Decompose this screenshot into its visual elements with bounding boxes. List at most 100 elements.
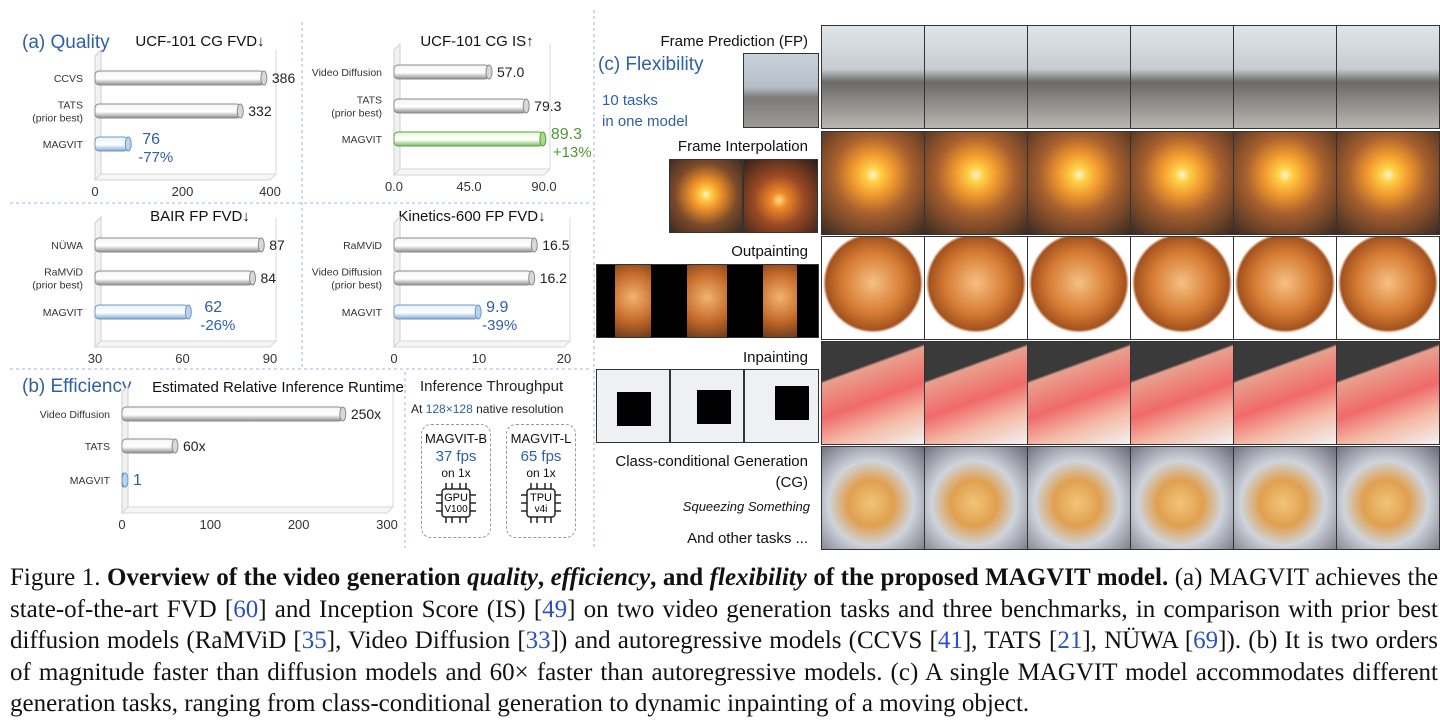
x-tick-label: 300 [376, 517, 398, 532]
generated-frame-inpaint [821, 341, 925, 445]
data-label: 386 [272, 70, 296, 86]
x-tick-label: 90.0 [531, 179, 556, 194]
flex-note: 10 tasks in one model [602, 92, 688, 130]
bar [94, 70, 265, 86]
category-label: TATS [85, 441, 110, 453]
bar [94, 270, 253, 286]
task-label-cg: Class-conditional Generation [615, 453, 808, 470]
data-label: 250x [351, 406, 381, 422]
panel-a-label: (a) Quality [22, 32, 110, 53]
bar [393, 237, 535, 253]
chart-kinetics-fvd: Kinetics-600 FP FVD↓ 0 10 20 RaMViD 16.5 Video… [312, 208, 571, 366]
bar [94, 103, 241, 119]
data-label: 84 [261, 270, 277, 286]
data-label: 79.3 [534, 98, 561, 114]
generated-frame-inpaint [1130, 341, 1234, 445]
generated-frame-interp [821, 131, 925, 235]
generated-frame-interp [1027, 131, 1131, 235]
category-label: RaMViD [343, 240, 382, 252]
task-label-fp: Frame Prediction (FP) [660, 33, 808, 50]
category-label: TATS [58, 100, 83, 112]
generated-frame-cg [821, 446, 925, 550]
bar-cap [121, 472, 129, 488]
chart-runtime: Estimated Relative Inference Runtime 0 100… [40, 379, 404, 532]
x-tick-label: 200 [172, 184, 194, 199]
chart-floor [93, 173, 278, 181]
bar-cap [522, 98, 530, 114]
svg-text:TPU: TPU [530, 492, 552, 504]
chart-floor [120, 506, 395, 514]
category-label: MAGVIT [43, 307, 84, 319]
data-label: 60x [183, 438, 206, 454]
generated-frame-fp [1027, 25, 1131, 129]
improvement-label: -77% [138, 149, 173, 166]
data-label: 1 [133, 472, 142, 489]
ref-41[interactable]: 41 [937, 627, 963, 654]
category-label: MAGVIT [43, 139, 84, 151]
x-tick-label: 100 [199, 517, 221, 532]
ref-33[interactable]: 33 [525, 627, 551, 654]
generated-frame-outpaint [1027, 236, 1131, 340]
category-label: NÜWA [51, 240, 83, 252]
ref-21[interactable]: 21 [1057, 627, 1083, 654]
category-label: MAGVIT [342, 307, 383, 319]
bar-cap [171, 438, 179, 454]
ref-49[interactable]: 49 [542, 595, 568, 623]
bar [393, 98, 527, 114]
chart-title: UCF-101 CG FVD↓ [135, 33, 264, 50]
bar [121, 406, 344, 422]
bar [393, 131, 544, 147]
bar-cap [539, 131, 547, 147]
bar-cap [257, 237, 265, 253]
generated-frame-inpaint [1233, 341, 1337, 445]
category-label: (prior best) [331, 280, 382, 292]
ref-69[interactable]: 69 [1193, 627, 1219, 654]
chart-title: BAIR FP FVD↓ [150, 208, 250, 225]
svg-text:v4i: v4i [535, 504, 548, 515]
bar-cap [260, 70, 268, 86]
generated-frame-cg [924, 446, 1028, 550]
x-tick-label: 200 [288, 517, 310, 532]
category-label: CCVS [54, 73, 83, 85]
chart-title: UCF-101 CG IS↑ [420, 33, 533, 50]
bar-cap [249, 270, 256, 286]
x-tick-label: 0 [390, 351, 397, 366]
chip-magvit-b: MAGVIT-B 37 fps on 1x GPU V100 [421, 424, 491, 538]
generated-frame-fp [1233, 25, 1337, 129]
bar [121, 438, 176, 454]
ref-60[interactable]: 60 [233, 595, 259, 623]
improvement-label: -39% [482, 317, 517, 334]
data-label: 16.5 [542, 237, 569, 253]
category-label: (prior best) [331, 108, 382, 120]
category-label: Video Diffusion [312, 67, 382, 79]
throughput-subtitle: At 128×128 native resolution [411, 402, 564, 416]
figure-caption: Figure 1. Overview of the video generati… [10, 564, 1439, 717]
generated-frame-fp [1336, 25, 1440, 129]
chart-floor [392, 168, 552, 176]
generated-frame-outpaint [1233, 236, 1337, 340]
category-label: (prior best) [32, 280, 83, 292]
bar-cap [236, 103, 244, 119]
generated-frame-interp [924, 131, 1028, 235]
generated-frame-cg [1130, 446, 1234, 550]
x-tick-label: 400 [259, 184, 281, 199]
bar-cap [339, 406, 347, 422]
task-label-interp: Frame Interpolation [677, 138, 808, 155]
bar [94, 136, 129, 152]
fp-condition-frame [743, 53, 819, 128]
ref-35[interactable]: 35 [301, 627, 327, 654]
generated-frame-outpaint [1336, 236, 1440, 340]
x-tick-label: 10 [472, 351, 486, 366]
task-sublabel-cg: Squeezing Something [682, 499, 810, 514]
other-tasks-label: And other tasks ... [687, 530, 808, 547]
data-label: 57.0 [497, 64, 524, 80]
inpaint-condition-1 [596, 369, 670, 443]
category-label: TATS [357, 95, 382, 107]
chip-magvit-l: MAGVIT-L 65 fps on 1x TPU v4i [506, 424, 576, 538]
panel-b-label: (b) Efficiency [22, 376, 132, 397]
x-tick-label: 45.0 [456, 179, 481, 194]
data-label: 9.9 [486, 299, 508, 316]
generated-frame-interp [1233, 131, 1337, 235]
chart-bair-fvd: BAIR FP FVD↓ 30 60 90 NÜWA 87 RaMViD(prior bes… [32, 208, 285, 366]
generated-frame-inpaint [1027, 341, 1131, 445]
